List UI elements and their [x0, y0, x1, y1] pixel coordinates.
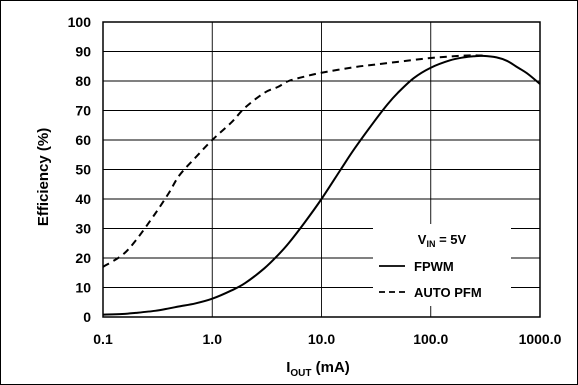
y-tick-label: 100	[68, 14, 92, 30]
y-tick-label: 10	[75, 280, 91, 296]
y-tick-label: 70	[75, 103, 91, 119]
legend-condition-main: V	[418, 232, 427, 247]
x-tick-label: 1.0	[203, 331, 223, 347]
y-tick-label: 20	[75, 250, 91, 266]
y-tick-label: 0	[83, 309, 91, 325]
y-tick-label: 30	[75, 221, 91, 237]
y-tick-label: 40	[75, 191, 91, 207]
y-axis-label: Efficiency (%)	[35, 128, 52, 226]
x-axis-label: IOUT (mA)	[286, 359, 350, 379]
x-axis-label-sub: OUT	[290, 368, 311, 379]
legend-condition-rest: = 5V	[435, 232, 466, 247]
x-axis-label-main: I	[286, 359, 290, 376]
plot-area-border	[102, 21, 541, 318]
tick-labels: 0 10 20 30 40 50 60 70 80 90 100 0.1 1.0 10.0 100.0 100…	[68, 14, 562, 347]
y-tick-label: 80	[75, 73, 91, 89]
series-line-fpwm	[102, 54, 541, 316]
series-lines	[102, 54, 541, 316]
series-line-auto-pfm	[102, 54, 483, 268]
legend-label-auto-pfm: AUTO PFM	[414, 285, 482, 300]
y-tick-label: 60	[75, 132, 91, 148]
y-tick-label: 50	[75, 162, 91, 178]
legend-condition: VIN = 5V	[418, 232, 467, 249]
legend-condition-sub: IN	[426, 239, 435, 249]
x-tick-label: 0.1	[93, 331, 113, 347]
x-axis-label-unit: (mA)	[311, 359, 349, 376]
legend-background	[373, 224, 511, 306]
x-tick-label: 10.0	[308, 331, 335, 347]
legend-label-fpwm: FPWM	[414, 259, 454, 274]
x-tick-label: 1000.0	[519, 331, 562, 347]
y-tick-label: 90	[75, 44, 91, 60]
x-tick-label: 100.0	[413, 331, 448, 347]
legend: VIN = 5V FPWM AUTO PFM	[373, 224, 511, 306]
